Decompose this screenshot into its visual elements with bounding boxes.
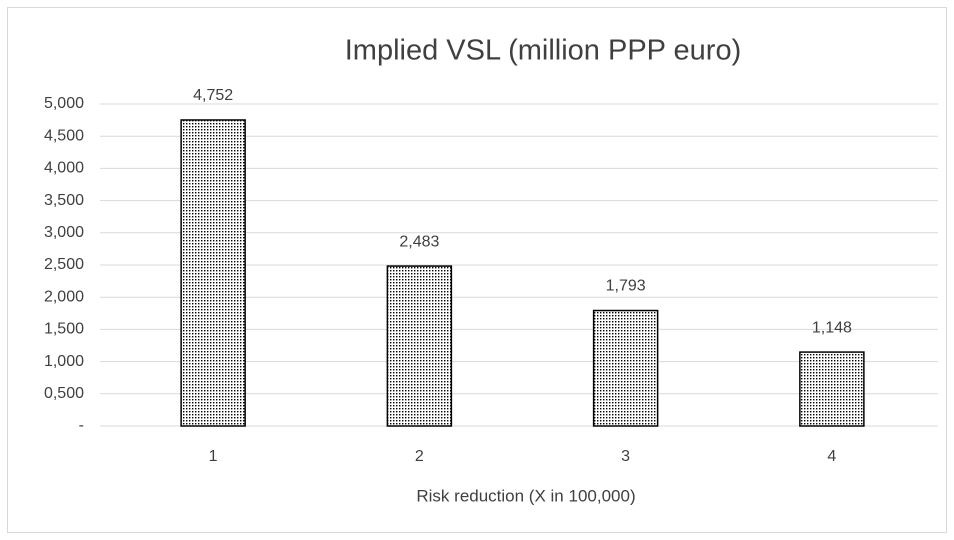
bar [592, 309, 659, 427]
chart-title: Implied VSL (million PPP euro) [345, 35, 742, 67]
y-tick-label: 5,000 [44, 95, 84, 112]
y-tick-label: 2,500 [44, 256, 84, 273]
x-tick-label: 2 [415, 448, 424, 465]
data-label: 1,148 [812, 319, 852, 336]
y-tick-label: 3,500 [44, 192, 84, 209]
x-tick-label: 4 [827, 448, 836, 465]
y-tick-label: 1,500 [44, 321, 84, 338]
x-tick-label: 3 [621, 448, 630, 465]
y-tick-label: 1,000 [44, 353, 84, 370]
y-tick-label: 4,500 [44, 127, 84, 144]
bar [799, 351, 865, 427]
data-label: 2,483 [399, 233, 439, 250]
chart-border [7, 7, 947, 533]
y-tick-label: 4,000 [44, 160, 84, 177]
y-tick-label: - [79, 417, 84, 434]
y-tick-label: 0,500 [44, 385, 84, 402]
x-axis-title: Risk reduction (X in 100,000) [416, 486, 635, 505]
bar [180, 119, 246, 427]
data-label: 1,793 [606, 278, 646, 295]
y-tick-label: 3,000 [44, 224, 84, 241]
y-tick-label: 2,000 [44, 288, 84, 305]
data-label: 4,752 [193, 87, 233, 104]
bar [386, 265, 453, 427]
x-tick-label: 1 [209, 448, 218, 465]
